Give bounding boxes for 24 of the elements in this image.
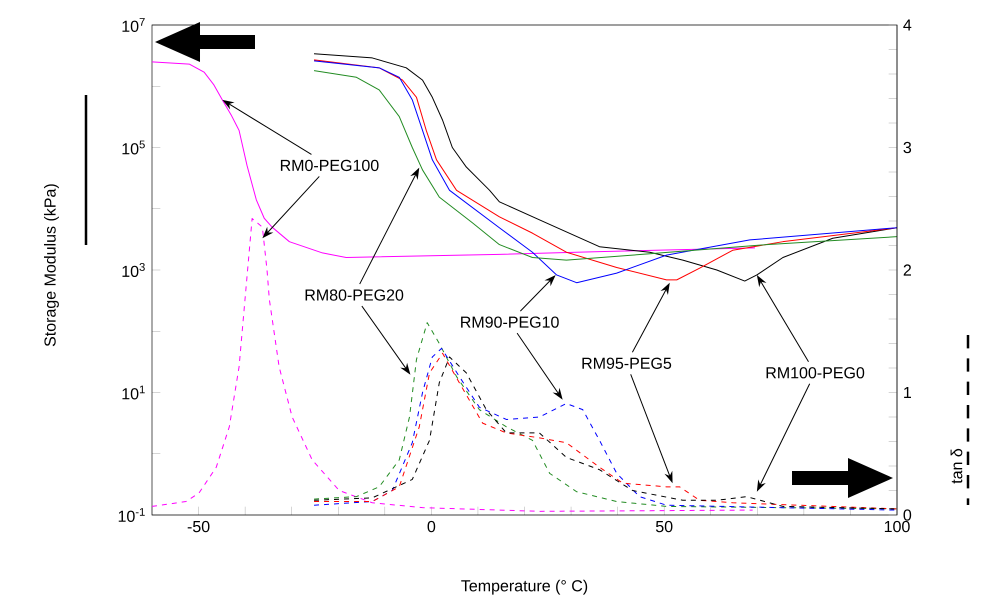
- y-tick-label: 10$^{7}$: [122, 18, 145, 32]
- annotation: RM80-PEG20: [306, 289, 404, 301]
- y-tick-label: 10$^{1}$: [122, 386, 145, 400]
- x-tick-label: 50: [656, 520, 672, 532]
- y2-tick-label: 0: [904, 509, 912, 521]
- annotation: RM90-PEG10: [461, 316, 559, 328]
- y2-tick-label: 4: [903, 20, 912, 31]
- annotation: RM0-PEG100: [280, 160, 379, 172]
- y2-tick-label: 2: [904, 264, 911, 276]
- y2-tick-label: 1: [904, 387, 911, 398]
- y-tick-label: 10$^{-1}$: [118, 508, 145, 522]
- x-axis-title: Temperature (° C): [461, 580, 588, 595]
- y-tick-label: 10$^{5}$: [122, 140, 145, 154]
- y-tick-label: 10$^{3}$: [122, 262, 145, 278]
- x-tick-label: 0: [428, 520, 436, 532]
- y-axis-title: Storage Modulus (kPa): [44, 184, 59, 346]
- line-series: [152, 61, 756, 258]
- x-tick-label: 100: [884, 520, 910, 532]
- annotation: RM100-PEG0: [766, 367, 864, 378]
- y2-tick-label: 3: [903, 142, 912, 154]
- y2-axis-title: tan δ: [950, 448, 962, 484]
- annotation: RM95-PEG5: [582, 358, 672, 369]
- line-series: [152, 218, 754, 512]
- x-tick-label: -50: [188, 520, 210, 532]
